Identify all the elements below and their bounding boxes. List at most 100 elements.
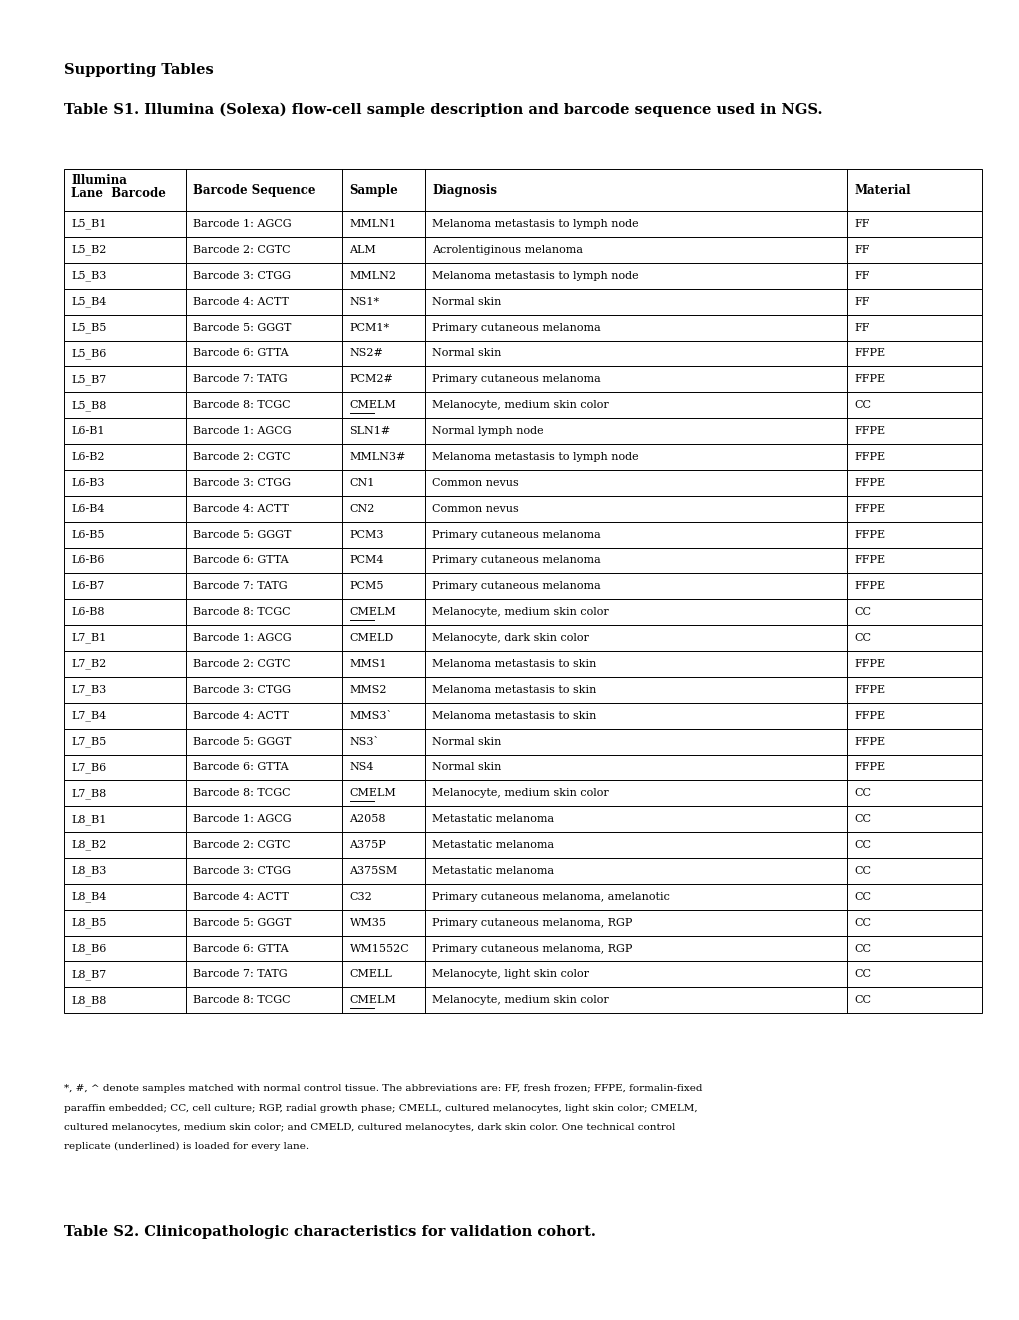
Text: Barcode 6: GTTA: Barcode 6: GTTA <box>194 556 288 565</box>
Text: Primary cutaneous melanoma, RGP: Primary cutaneous melanoma, RGP <box>432 917 632 928</box>
Text: CC: CC <box>854 892 870 902</box>
Text: Barcode 1: AGCG: Barcode 1: AGCG <box>194 219 291 230</box>
Text: Metastatic melanoma: Metastatic melanoma <box>432 840 553 850</box>
Text: MMS1: MMS1 <box>350 659 386 669</box>
Text: PCM4: PCM4 <box>350 556 384 565</box>
Text: FF: FF <box>854 271 869 281</box>
Text: A2058: A2058 <box>350 814 385 824</box>
Text: Melanocyte, dark skin color: Melanocyte, dark skin color <box>432 634 588 643</box>
Text: Barcode 1: AGCG: Barcode 1: AGCG <box>194 814 291 824</box>
Text: L8_B8: L8_B8 <box>71 995 107 1006</box>
Text: MMS3`: MMS3` <box>350 710 392 721</box>
Text: *, #, ^ denote samples matched with normal control tissue. The abbreviations are: *, #, ^ denote samples matched with norm… <box>64 1085 702 1093</box>
Text: Barcode 4: ACTT: Barcode 4: ACTT <box>194 710 289 721</box>
Text: Barcode 1: AGCG: Barcode 1: AGCG <box>194 634 291 643</box>
Text: Illumina: Illumina <box>71 174 127 187</box>
Bar <box>64 909 981 936</box>
Text: CC: CC <box>854 840 870 850</box>
Text: Acrolentiginous melanoma: Acrolentiginous melanoma <box>432 246 583 255</box>
Text: PCM3: PCM3 <box>350 529 384 540</box>
Text: CC: CC <box>854 866 870 876</box>
Text: Barcode 3: CTGG: Barcode 3: CTGG <box>194 478 291 488</box>
Bar <box>64 573 981 599</box>
Text: Primary cutaneous melanoma: Primary cutaneous melanoma <box>432 529 600 540</box>
Bar <box>64 496 981 521</box>
Text: Barcode 2: CGTC: Barcode 2: CGTC <box>194 840 290 850</box>
Text: Barcode 2: CGTC: Barcode 2: CGTC <box>194 659 290 669</box>
Text: L7_B6: L7_B6 <box>71 762 107 772</box>
Text: Barcode 1: AGCG: Barcode 1: AGCG <box>194 426 291 436</box>
Text: NS1*: NS1* <box>350 297 379 306</box>
Text: L6-B7: L6-B7 <box>71 581 105 591</box>
Text: Normal skin: Normal skin <box>432 348 501 359</box>
Text: Barcode 2: CGTC: Barcode 2: CGTC <box>194 451 290 462</box>
Text: Common nevus: Common nevus <box>432 504 519 513</box>
Bar <box>64 755 981 780</box>
Text: Barcode 6: GTTA: Barcode 6: GTTA <box>194 763 288 772</box>
Text: Barcode 8: TCGC: Barcode 8: TCGC <box>194 788 290 799</box>
Text: FFPE: FFPE <box>854 556 884 565</box>
Text: L5_B7: L5_B7 <box>71 374 107 384</box>
Text: Melanocyte, medium skin color: Melanocyte, medium skin color <box>432 400 608 411</box>
Text: PCM1*: PCM1* <box>350 322 389 333</box>
Text: CMELM: CMELM <box>350 400 396 411</box>
Text: L8_B4: L8_B4 <box>71 891 107 902</box>
Bar <box>64 444 981 470</box>
Text: CN2: CN2 <box>350 504 375 513</box>
Text: NS2#: NS2# <box>350 348 383 359</box>
Bar <box>64 626 981 651</box>
Text: MMS2: MMS2 <box>350 685 386 694</box>
Text: Primary cutaneous melanoma: Primary cutaneous melanoma <box>432 375 600 384</box>
Text: L5_B2: L5_B2 <box>71 244 107 255</box>
Text: Barcode 7: TATG: Barcode 7: TATG <box>194 969 287 979</box>
Text: FFPE: FFPE <box>854 581 884 591</box>
Text: Melanoma metastasis to lymph node: Melanoma metastasis to lymph node <box>432 271 638 281</box>
Text: CC: CC <box>854 607 870 618</box>
Text: Barcode 3: CTGG: Barcode 3: CTGG <box>194 271 291 281</box>
Bar <box>64 651 981 677</box>
Text: FFPE: FFPE <box>854 529 884 540</box>
Text: CMELM: CMELM <box>350 607 396 618</box>
Text: L7_B1: L7_B1 <box>71 632 107 643</box>
Text: CC: CC <box>854 788 870 799</box>
Text: CMELL: CMELL <box>350 969 392 979</box>
Bar <box>64 780 981 807</box>
Text: MMLN1: MMLN1 <box>350 219 396 230</box>
Text: Table S1. Illumina (Solexa) flow-cell sample description and barcode sequence us: Table S1. Illumina (Solexa) flow-cell sa… <box>64 103 822 117</box>
Text: L6-B6: L6-B6 <box>71 556 105 565</box>
Text: Barcode 5: GGGT: Barcode 5: GGGT <box>194 737 291 747</box>
Text: FFPE: FFPE <box>854 710 884 721</box>
Text: cultured melanocytes, medium skin color; and CMELD, cultured melanocytes, dark s: cultured melanocytes, medium skin color;… <box>64 1122 675 1131</box>
Text: Melanoma metastasis to lymph node: Melanoma metastasis to lymph node <box>432 219 638 230</box>
Text: CMELM: CMELM <box>350 788 396 799</box>
Bar <box>64 392 981 418</box>
Text: Primary cutaneous melanoma: Primary cutaneous melanoma <box>432 581 600 591</box>
Text: Barcode 2: CGTC: Barcode 2: CGTC <box>194 246 290 255</box>
Text: CC: CC <box>854 944 870 953</box>
Text: FF: FF <box>854 246 869 255</box>
Text: Primary cutaneous melanoma, amelanotic: Primary cutaneous melanoma, amelanotic <box>432 892 669 902</box>
Text: FFPE: FFPE <box>854 763 884 772</box>
Text: L6-B8: L6-B8 <box>71 607 105 618</box>
Text: MMLN2: MMLN2 <box>350 271 396 281</box>
Bar <box>64 987 981 1014</box>
Text: Barcode 5: GGGT: Barcode 5: GGGT <box>194 529 291 540</box>
Text: MMLN3#: MMLN3# <box>350 451 406 462</box>
Text: L7_B5: L7_B5 <box>71 737 107 747</box>
Text: CMELD: CMELD <box>350 634 393 643</box>
Text: NS4: NS4 <box>350 763 374 772</box>
Text: Melanocyte, medium skin color: Melanocyte, medium skin color <box>432 788 608 799</box>
Text: FFPE: FFPE <box>854 685 884 694</box>
Text: Barcode 5: GGGT: Barcode 5: GGGT <box>194 917 291 928</box>
Bar <box>64 211 981 238</box>
Text: Primary cutaneous melanoma: Primary cutaneous melanoma <box>432 322 600 333</box>
Text: FFPE: FFPE <box>854 348 884 359</box>
Text: L7_B4: L7_B4 <box>71 710 107 721</box>
Text: A375P: A375P <box>350 840 386 850</box>
Bar <box>64 961 981 987</box>
Text: PCM5: PCM5 <box>350 581 384 591</box>
Text: FF: FF <box>854 219 869 230</box>
Text: L6-B3: L6-B3 <box>71 478 105 488</box>
Text: L6-B2: L6-B2 <box>71 451 105 462</box>
Bar <box>64 289 981 314</box>
